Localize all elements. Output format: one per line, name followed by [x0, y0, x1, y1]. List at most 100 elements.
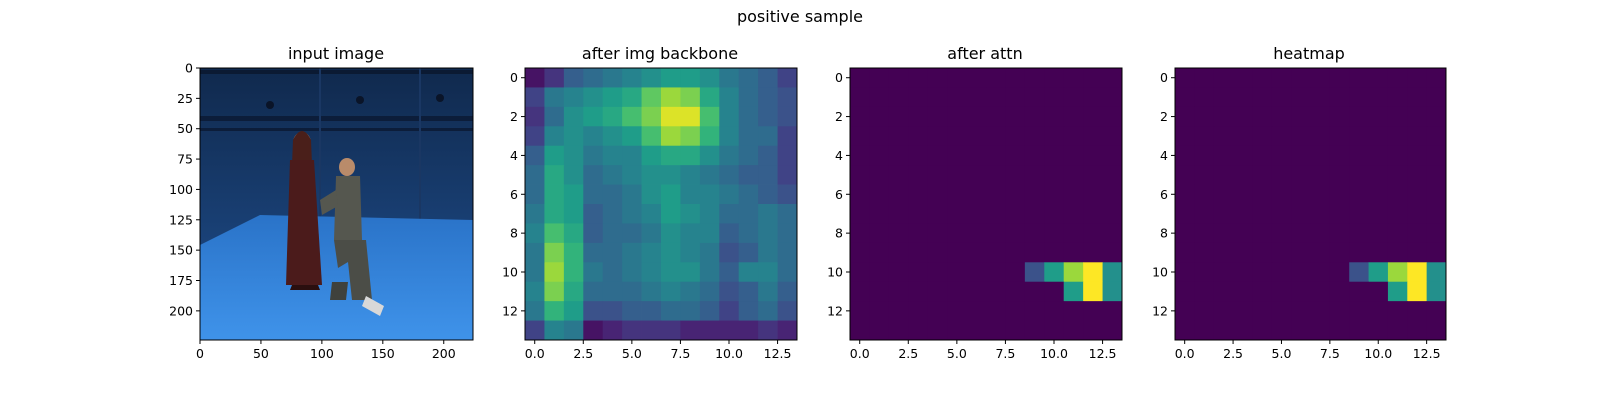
heatmap-cell [888, 68, 909, 88]
heatmap-cell [544, 242, 565, 263]
heatmap-cell [1024, 145, 1045, 166]
heatmap-cell [1005, 281, 1026, 302]
heatmap-cell [1310, 301, 1331, 321]
heatmap-cell [680, 223, 701, 244]
heatmap-cell [1329, 223, 1350, 244]
heatmap-cell [1083, 165, 1103, 185]
heatmap-cell [1368, 126, 1389, 147]
heatmap-cell [1233, 126, 1253, 147]
y-tick-label: 8 [835, 226, 843, 241]
heatmap-cell [777, 301, 798, 321]
heatmap-cell [583, 223, 604, 244]
heatmap-cell [1407, 165, 1428, 185]
heatmap-cell [850, 223, 870, 244]
heatmap-cell [699, 106, 720, 127]
heatmap-cell [641, 223, 662, 244]
heatmap-cell [1407, 204, 1428, 224]
heatmap-cell [1310, 204, 1331, 224]
heatmap-cell [1291, 223, 1311, 244]
x-tick-label: 0.0 [1175, 346, 1195, 361]
heatmap-cell [544, 223, 565, 244]
heatmap-cell [641, 68, 662, 88]
heatmap-cell [1194, 242, 1215, 263]
heatmap-cell [1233, 262, 1253, 283]
heatmap-cell [1310, 281, 1331, 302]
heatmap-cell [1005, 126, 1026, 147]
heatmap-cell [1387, 68, 1408, 88]
heatmap-cell [738, 184, 759, 205]
y-tick-label: 50 [177, 121, 193, 136]
heatmap-cell [1291, 184, 1311, 205]
heatmap-cell [1271, 301, 1292, 321]
heatmap-cell [1329, 68, 1350, 88]
heatmap-cell [758, 126, 778, 147]
heatmap-cell [1271, 106, 1292, 127]
heatmap-cell [888, 145, 909, 166]
heatmap-cell [1349, 106, 1369, 127]
heatmap-cell [641, 320, 662, 341]
heatmap-cell [1426, 145, 1447, 166]
heatmap-cell [1213, 126, 1234, 147]
heatmap-cell [699, 87, 720, 108]
heatmap-cell [680, 242, 701, 263]
heatmap-cell [777, 223, 798, 244]
heatmap-cell [1044, 145, 1065, 166]
x-tick-label: 12.5 [1413, 346, 1441, 361]
heatmap-cell [1194, 204, 1215, 224]
heatmap-cell [1083, 281, 1103, 302]
heatmap-cell [850, 126, 870, 147]
heatmap-cell [1194, 281, 1215, 302]
heatmap-cell [1387, 87, 1408, 108]
heatmap-cell [777, 204, 798, 224]
x-tick-label: 50 [253, 346, 269, 361]
heatmap-cell [1310, 68, 1331, 88]
heatmap-cell [661, 126, 681, 147]
heatmap-cell [1349, 145, 1369, 166]
heatmap-cell [719, 262, 740, 283]
heatmap-cell [680, 106, 701, 127]
heatmap-cell [1063, 281, 1084, 302]
heatmap-cell [661, 87, 681, 108]
y-tick-label: 2 [1160, 109, 1168, 124]
heatmap-cell [622, 106, 642, 127]
heatmap-cell [908, 204, 929, 224]
heatmap-cell [583, 126, 604, 147]
heatmap-cell [1044, 68, 1065, 88]
heatmap-cell [1083, 68, 1103, 88]
heatmap-cell [1044, 223, 1065, 244]
heatmap-cell [1083, 262, 1103, 283]
heatmap-cell [1310, 126, 1331, 147]
heatmap-cell [1368, 87, 1389, 108]
heatmap-cell [719, 68, 740, 88]
heatmap-cell [1194, 68, 1215, 88]
heatmap-cell [1063, 242, 1084, 263]
heatmap-cell [869, 106, 890, 127]
heatmap-cell [1102, 145, 1123, 166]
heatmap-cell [947, 301, 967, 321]
heatmap-cell [986, 184, 1006, 205]
heatmap-cell [1102, 223, 1123, 244]
heatmap-cell [544, 145, 565, 166]
heatmap-cell [927, 106, 948, 127]
heatmap-cell [1407, 106, 1428, 127]
heatmap-cell [1213, 87, 1234, 108]
heatmap-cell [544, 68, 565, 88]
x-tick-label: 10.0 [715, 346, 743, 361]
heatmap-cell [758, 87, 778, 108]
heatmap-cell [1063, 204, 1084, 224]
heatmap-cell [1310, 145, 1331, 166]
heatmap-cell [908, 262, 929, 283]
heatmap-cell [986, 262, 1006, 283]
heatmap-cell [1349, 242, 1369, 263]
heatmap-cell [908, 165, 929, 185]
heatmap-cell [1194, 223, 1215, 244]
heatmap-cell [661, 165, 681, 185]
input-photo [200, 68, 473, 340]
heatmap-cell [1024, 87, 1045, 108]
heatmap-cell [544, 262, 565, 283]
y-tick-label: 8 [510, 226, 518, 241]
heatmap-cell [1271, 126, 1292, 147]
heatmap-cell [1194, 301, 1215, 321]
x-tick-label: 10.0 [1364, 346, 1392, 361]
heatmap-cell [1387, 145, 1408, 166]
